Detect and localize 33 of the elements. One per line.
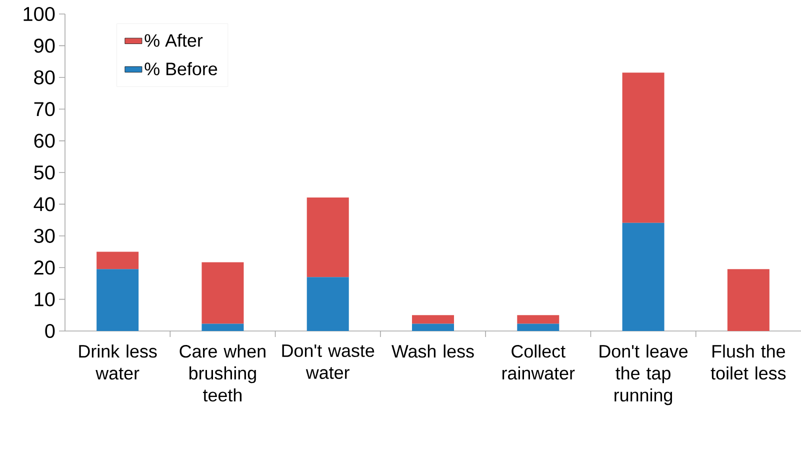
bar xyxy=(96,252,139,270)
y-tick-label: 40 xyxy=(34,197,55,212)
x-tick-label: Don't waste water xyxy=(282,344,374,379)
x-tick-label: Flush the toilet less xyxy=(710,344,786,380)
legend-label: % After xyxy=(144,34,203,47)
y-tick-label: 90 xyxy=(34,38,55,53)
bar xyxy=(517,315,560,324)
bar xyxy=(412,324,454,331)
x-tick-label: Drink less water xyxy=(79,344,157,380)
bar xyxy=(727,269,770,331)
bar xyxy=(202,262,244,324)
y-tick-label: 70 xyxy=(34,102,55,116)
y-tick-label: 100 xyxy=(24,6,55,22)
x-tick-label: Care when brushing teeth xyxy=(180,344,266,402)
legend-label: % Before xyxy=(144,62,218,76)
bar xyxy=(202,324,244,331)
y-tick-label: 0 xyxy=(45,324,55,338)
x-tick-label: Don't leave the tap running xyxy=(600,344,688,406)
bar xyxy=(306,198,349,278)
bar xyxy=(622,72,664,223)
bar xyxy=(517,324,560,331)
y-tick-label: 20 xyxy=(34,260,55,275)
y-tick-label: 60 xyxy=(34,134,55,148)
y-tick-label: 30 xyxy=(34,228,55,243)
bar xyxy=(412,315,454,324)
bar xyxy=(306,277,349,331)
y-tick-label: 10 xyxy=(34,292,55,306)
y-tick-label: 80 xyxy=(34,70,55,84)
x-tick-label: Collect rainwater xyxy=(502,344,575,380)
y-tick-label: 50 xyxy=(34,165,55,180)
bar xyxy=(96,269,139,331)
x-tick-label: Wash less xyxy=(392,344,474,358)
bar xyxy=(622,222,664,331)
